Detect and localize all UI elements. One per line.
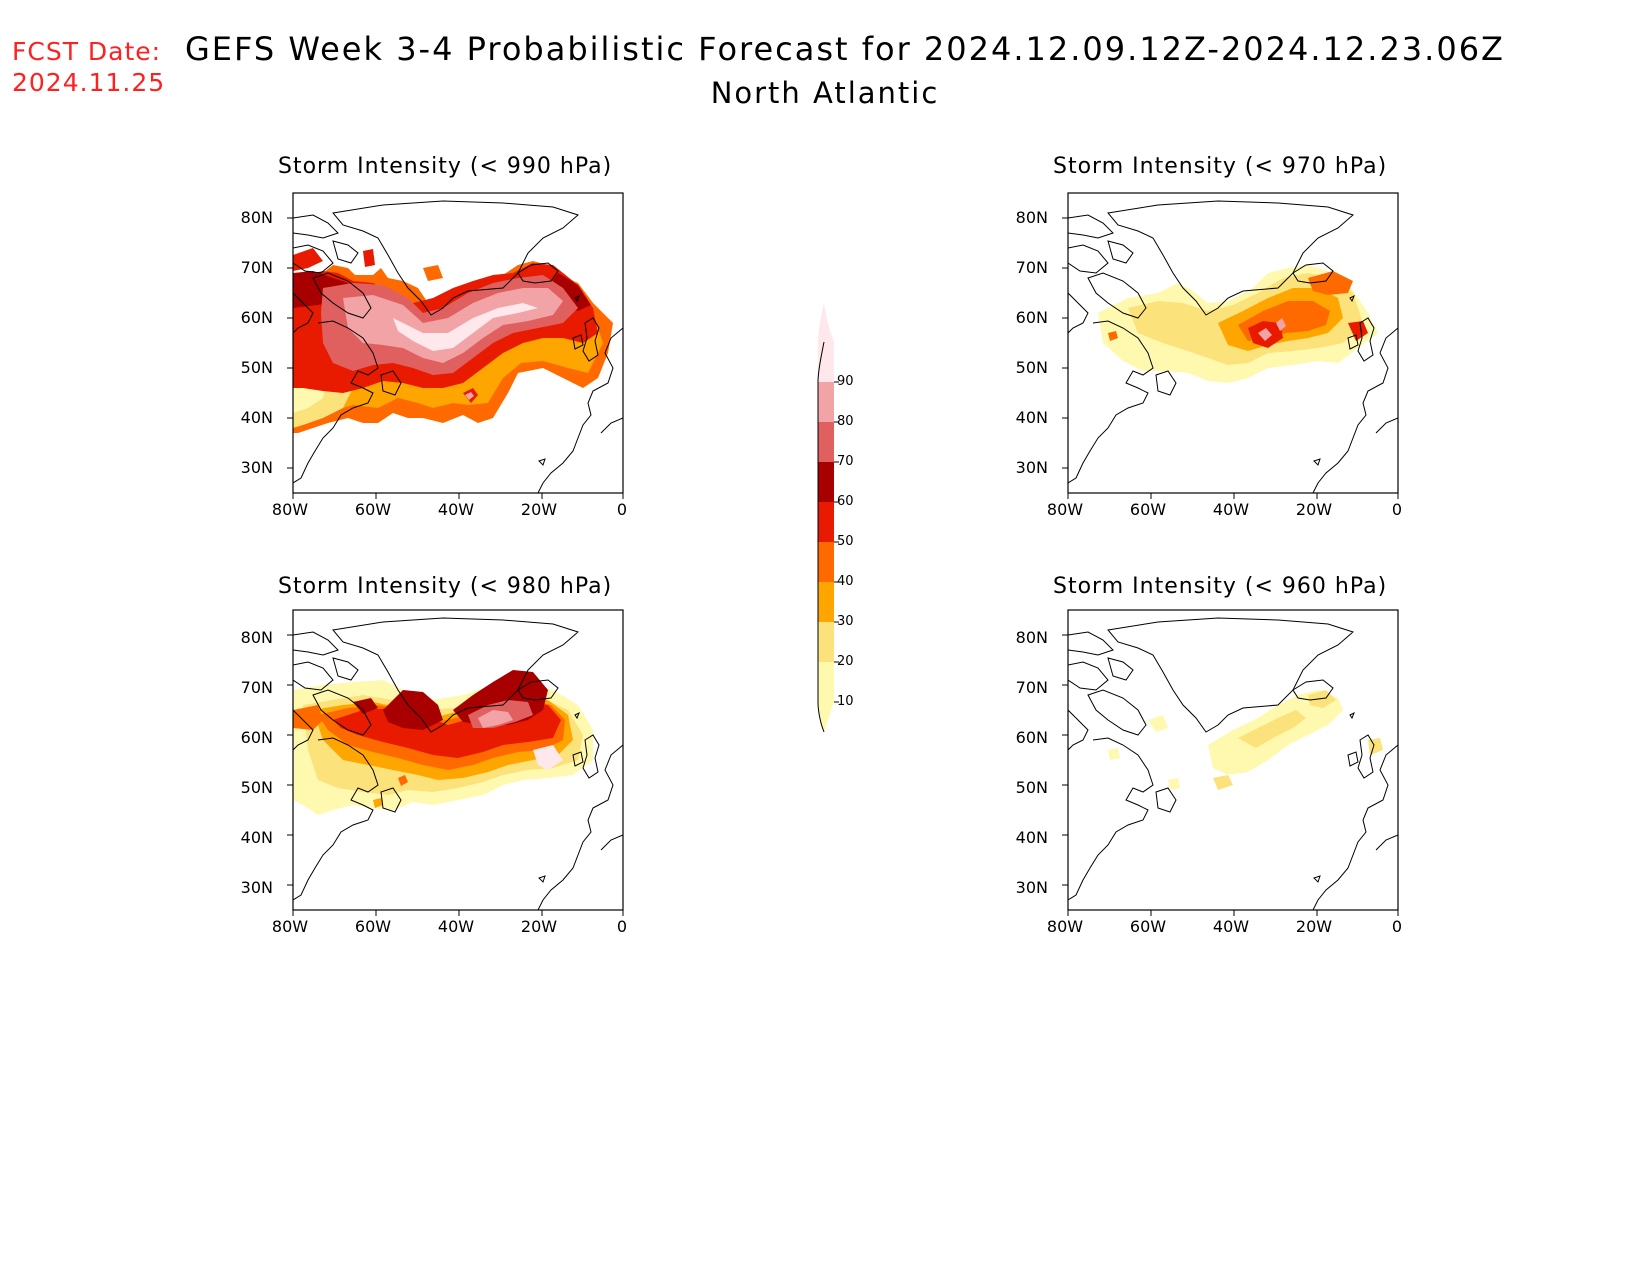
colorbar-segment xyxy=(818,622,834,662)
colorbar-label-80: 80 xyxy=(837,414,854,429)
lat-label-30n: 30N xyxy=(1015,458,1048,477)
lat-label-40n: 40N xyxy=(240,828,273,847)
lat-label-30n: 30N xyxy=(240,878,273,897)
colorbar-label-70: 70 xyxy=(837,454,854,469)
prob-field-980 xyxy=(293,670,593,815)
lat-label-30n: 30N xyxy=(240,458,273,477)
lon-label-20w: 20W xyxy=(1295,917,1333,936)
lat-label-40n: 40N xyxy=(1015,408,1048,427)
ticks-990 xyxy=(287,217,624,499)
colorbar-segment xyxy=(818,662,834,732)
map-panel-970 xyxy=(1062,192,1399,499)
lon-label-60w: 60W xyxy=(354,917,392,936)
colorbar-segment xyxy=(818,542,834,582)
colorbar-label-10: 10 xyxy=(837,694,854,709)
ticks-960 xyxy=(1062,634,1399,916)
figure-subtitle: North Atlantic xyxy=(710,76,940,110)
panel-title-980: Storm Intensity (< 980 hPa) xyxy=(278,574,613,599)
lat-label-80n: 80N xyxy=(240,208,273,227)
map-frame-970 xyxy=(1067,192,1399,494)
map-panel-990 xyxy=(287,192,624,499)
lon-label-80w: 80W xyxy=(1046,917,1084,936)
colorbar-label-50: 50 xyxy=(837,534,854,549)
lon-label-80w: 80W xyxy=(271,500,309,519)
map-frame-990 xyxy=(292,192,624,494)
prob-field-960 xyxy=(1108,690,1383,790)
lon-label-0: 0 xyxy=(1391,500,1403,519)
colorbar-label-40: 40 xyxy=(837,574,854,589)
lat-label-60n: 60N xyxy=(240,728,273,747)
lon-label-40w: 40W xyxy=(1212,917,1250,936)
lat-label-40n: 40N xyxy=(1015,828,1048,847)
colorbar-label-30: 30 xyxy=(837,614,854,629)
forecast-date-block: FCST Date: 2024.11.25 xyxy=(12,36,165,98)
lat-label-80n: 80N xyxy=(240,628,273,647)
ticks-980 xyxy=(287,634,624,916)
lon-label-60w: 60W xyxy=(1129,500,1167,519)
lat-label-70n: 70N xyxy=(240,258,273,277)
lat-label-70n: 70N xyxy=(240,678,273,697)
lon-label-0: 0 xyxy=(616,917,628,936)
panel-title-970: Storm Intensity (< 970 hPa) xyxy=(1053,154,1388,179)
forecast-date-value: 2024.11.25 xyxy=(12,68,166,97)
colorbar-label-60: 60 xyxy=(837,494,854,509)
lat-label-50n: 50N xyxy=(240,778,273,797)
map-panel-980 xyxy=(287,609,624,916)
map-panel-960 xyxy=(1062,609,1399,916)
colorbar-segment xyxy=(818,422,834,462)
map-frame-980 xyxy=(292,609,624,911)
forecast-date-label: FCST Date: xyxy=(12,37,162,66)
lat-label-30n: 30N xyxy=(1015,878,1048,897)
lat-label-60n: 60N xyxy=(1015,728,1048,747)
lon-label-80w: 80W xyxy=(271,917,309,936)
colorbar-label-90: 90 xyxy=(837,374,854,389)
colorbar-outline xyxy=(817,341,825,733)
lat-label-50n: 50N xyxy=(1015,778,1048,797)
colorbar-segment xyxy=(818,582,834,622)
map-frame-960 xyxy=(1067,609,1399,911)
lon-label-0: 0 xyxy=(1391,917,1403,936)
lat-label-60n: 60N xyxy=(1015,308,1048,327)
lat-label-70n: 70N xyxy=(1015,678,1048,697)
lon-label-20w: 20W xyxy=(520,500,558,519)
figure-title: GEFS Week 3-4 Probabilistic Forecast for… xyxy=(185,30,1505,68)
lat-label-80n: 80N xyxy=(1015,208,1048,227)
lon-label-60w: 60W xyxy=(1129,917,1167,936)
lon-label-20w: 20W xyxy=(520,917,558,936)
lon-label-80w: 80W xyxy=(1046,500,1084,519)
lon-label-0: 0 xyxy=(616,500,628,519)
prob-field-990 xyxy=(293,248,623,433)
lon-label-40w: 40W xyxy=(1212,500,1250,519)
colorbar-segment xyxy=(818,502,834,542)
colorbar-segment xyxy=(818,302,834,382)
colorbar-label-20: 20 xyxy=(837,654,854,669)
lon-label-40w: 40W xyxy=(437,500,475,519)
lat-label-80n: 80N xyxy=(1015,628,1048,647)
panel-title-960: Storm Intensity (< 960 hPa) xyxy=(1053,574,1388,599)
prob-field-970 xyxy=(1098,265,1378,383)
colorbar-segment xyxy=(818,462,834,502)
lat-label-40n: 40N xyxy=(240,408,273,427)
ticks-970 xyxy=(1062,217,1399,499)
colorbar-segment xyxy=(818,382,834,422)
lat-label-70n: 70N xyxy=(1015,258,1048,277)
colorbar xyxy=(817,302,839,733)
lat-label-50n: 50N xyxy=(240,358,273,377)
lat-label-60n: 60N xyxy=(240,308,273,327)
lon-label-20w: 20W xyxy=(1295,500,1333,519)
lon-label-40w: 40W xyxy=(437,917,475,936)
panel-title-990: Storm Intensity (< 990 hPa) xyxy=(278,154,613,179)
lon-label-60w: 60W xyxy=(354,500,392,519)
lat-label-50n: 50N xyxy=(1015,358,1048,377)
